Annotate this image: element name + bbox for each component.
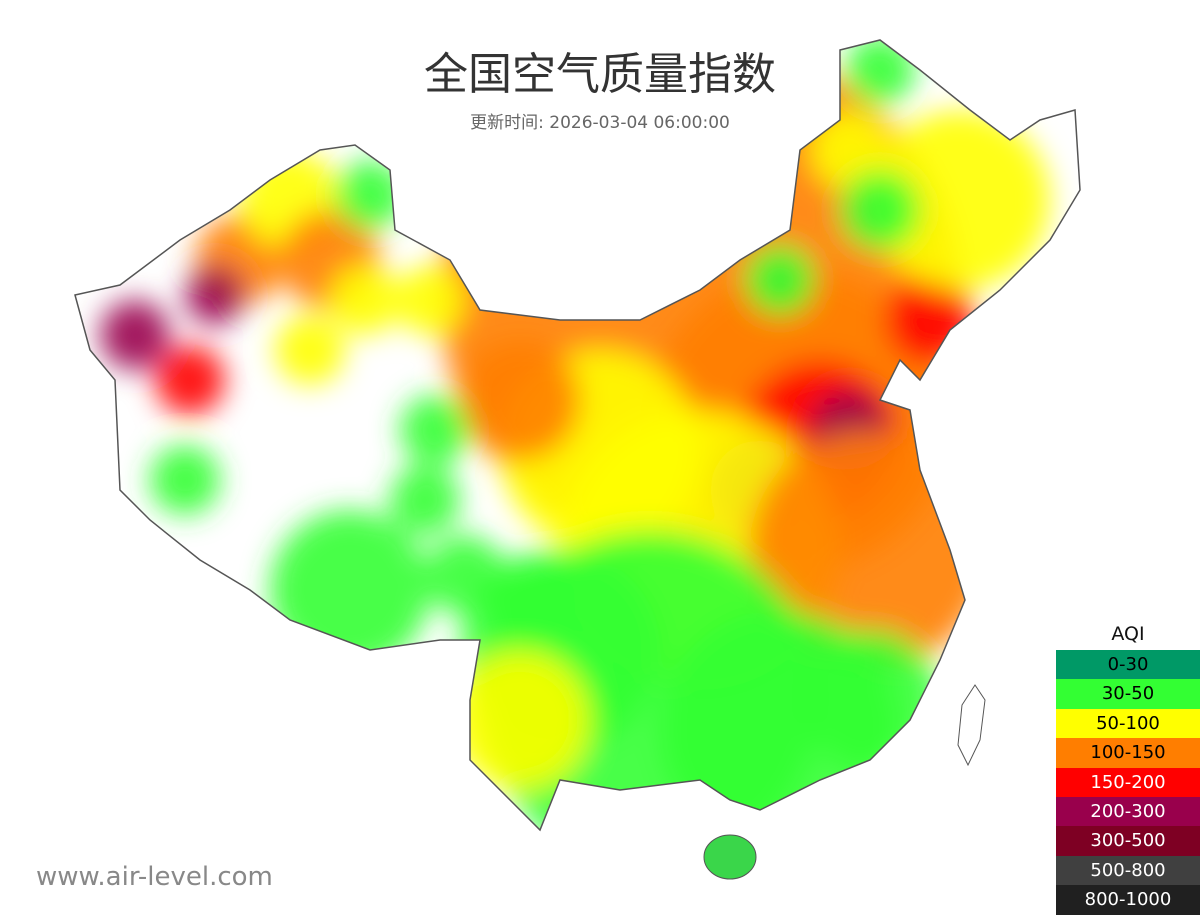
aqi-region-blob	[450, 650, 590, 790]
aqi-region-blob	[185, 265, 245, 325]
aqi-region-blob	[270, 510, 430, 670]
legend-item: 300-500	[1056, 826, 1200, 856]
legend-item: 150-200	[1056, 767, 1200, 797]
legend-title: AQI	[1111, 623, 1145, 645]
aqi-region-blob	[840, 170, 920, 250]
legend-item: 30-50	[1056, 679, 1200, 709]
aqi-heat-layer	[100, 40, 1050, 830]
update-time: 更新时间: 2026-03-04 06:00:00	[470, 113, 730, 133]
aqi-region-blob	[425, 535, 505, 615]
aqi-region-blob	[810, 110, 890, 190]
aqi-region-blob	[100, 300, 170, 370]
aqi-region-blob	[800, 630, 940, 770]
hainan-island	[703, 834, 757, 880]
aqi-region-blob	[390, 465, 460, 535]
taiwan-island	[957, 684, 986, 767]
aqi-region-blob	[330, 265, 400, 335]
aqi-region-blob	[395, 265, 465, 335]
aqi-region-blob	[155, 345, 225, 415]
legend-item: 0-30	[1056, 650, 1200, 680]
aqi-region-blob	[335, 160, 405, 230]
aqi-region-blob	[460, 340, 580, 460]
legend-item: 200-300	[1056, 796, 1200, 827]
legend-item: 800-1000	[1056, 885, 1200, 915]
site-watermark: www.air-level.com	[36, 862, 273, 892]
country-border	[74, 39, 1081, 832]
aqi-region-blob	[870, 110, 1050, 290]
aqi-region-blob	[275, 315, 345, 385]
legend-item: 50-100	[1056, 708, 1200, 739]
aqi-region-blob	[745, 245, 815, 315]
aqi-region-blob	[150, 445, 220, 515]
page-title: 全国空气质量指数	[424, 49, 776, 100]
legend-item: 100-150	[1056, 738, 1200, 768]
aqi-region-blob	[400, 395, 470, 465]
legend-item: 500-800	[1056, 855, 1200, 886]
aqi-region-blob	[485, 555, 575, 645]
aqi-legend: AQI 0-30 30-50 50-100 100-150 150-200 200-300…	[1056, 620, 1200, 915]
